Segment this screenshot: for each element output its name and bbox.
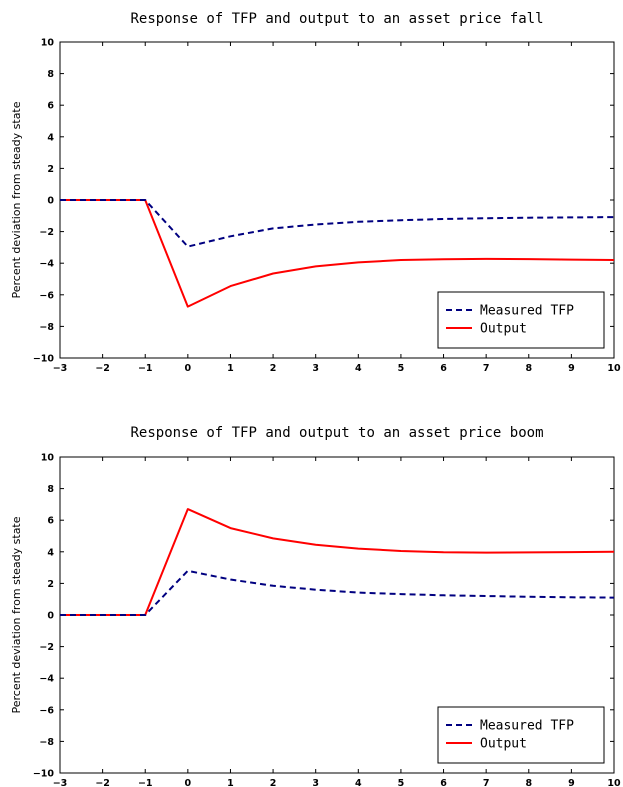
series-line-measured-tfp (60, 199, 615, 248)
y-tick-label: 8 (47, 484, 54, 495)
x-tick-label: 7 (483, 778, 490, 787)
series-line-output (60, 199, 615, 308)
x-tick-label: 0 (185, 363, 192, 374)
y-tick-label: 6 (47, 101, 54, 112)
x-tick-label: 8 (525, 778, 532, 787)
y-tick-label: −10 (33, 354, 55, 365)
y-tick-label: −8 (39, 322, 54, 333)
y-tick-label: 10 (41, 38, 55, 49)
x-tick-label: 6 (440, 778, 447, 787)
legend: Measured TFP Output (437, 706, 605, 764)
y-tick-label: −4 (39, 674, 54, 685)
chart-panel-2: Response of TFP and output to an asset p… (10, 425, 621, 787)
y-tick-label: 8 (47, 69, 54, 80)
x-tick-label: 3 (312, 778, 319, 787)
x-tick-label: 1 (227, 363, 234, 374)
x-tick-label: 5 (398, 363, 405, 374)
x-tick-label: 10 (607, 778, 621, 787)
x-tick-label: −2 (95, 363, 110, 374)
y-tick-label: 0 (47, 196, 54, 207)
legend-label: Output (480, 737, 527, 752)
legend: Measured TFP Output (437, 291, 605, 349)
y-tick-label: −10 (33, 769, 55, 780)
x-tick-label: 10 (607, 363, 621, 374)
y-tick-label: −6 (39, 290, 54, 301)
chart-title: Response of TFP and output to an asset p… (130, 425, 543, 441)
y-axis-label: Percent deviation from steady state (10, 516, 23, 713)
x-tick-label: 0 (185, 778, 192, 787)
x-tick-label: −1 (138, 363, 153, 374)
x-tick-label: 4 (355, 778, 362, 787)
y-tick-label: 2 (47, 164, 54, 175)
x-tick-label: 6 (440, 363, 447, 374)
series-line-output (60, 508, 615, 616)
legend-box (437, 706, 605, 764)
x-tick-label: −1 (138, 778, 153, 787)
legend-label: Output (480, 322, 527, 337)
y-tick-label: 10 (41, 453, 55, 464)
y-tick-label: 6 (47, 516, 54, 527)
y-tick-label: −2 (39, 642, 54, 653)
y-tick-label: −8 (39, 737, 54, 748)
x-tick-label: 1 (227, 778, 234, 787)
x-tick-label: −2 (95, 778, 110, 787)
y-axis-label: Percent deviation from steady state (10, 101, 23, 298)
legend-label: Measured TFP (480, 719, 574, 734)
x-tick-label: 4 (355, 363, 362, 374)
x-tick-label: 8 (525, 363, 532, 374)
x-tick-label: 9 (568, 778, 575, 787)
chart-title: Response of TFP and output to an asset p… (130, 11, 543, 27)
y-tick-label: 4 (47, 547, 54, 558)
y-tick-label: 0 (47, 611, 54, 622)
x-tick-label: 9 (568, 363, 575, 374)
legend-box (437, 291, 605, 349)
x-tick-label: 7 (483, 363, 490, 374)
chart-panel-1: Response of TFP and output to an asset p… (10, 11, 621, 374)
y-tick-label: −4 (39, 259, 54, 270)
y-tick-label: 4 (47, 132, 54, 143)
y-tick-label: −6 (39, 705, 54, 716)
legend-label: Measured TFP (480, 304, 574, 319)
x-tick-label: 5 (398, 778, 405, 787)
x-tick-label: −3 (53, 363, 68, 374)
series-line-measured-tfp (60, 569, 615, 616)
x-tick-label: 2 (270, 778, 277, 787)
x-tick-label: −3 (53, 778, 68, 787)
y-tick-label: −2 (39, 227, 54, 238)
x-tick-label: 2 (270, 363, 277, 374)
x-tick-label: 3 (312, 363, 319, 374)
y-tick-label: 2 (47, 579, 54, 590)
